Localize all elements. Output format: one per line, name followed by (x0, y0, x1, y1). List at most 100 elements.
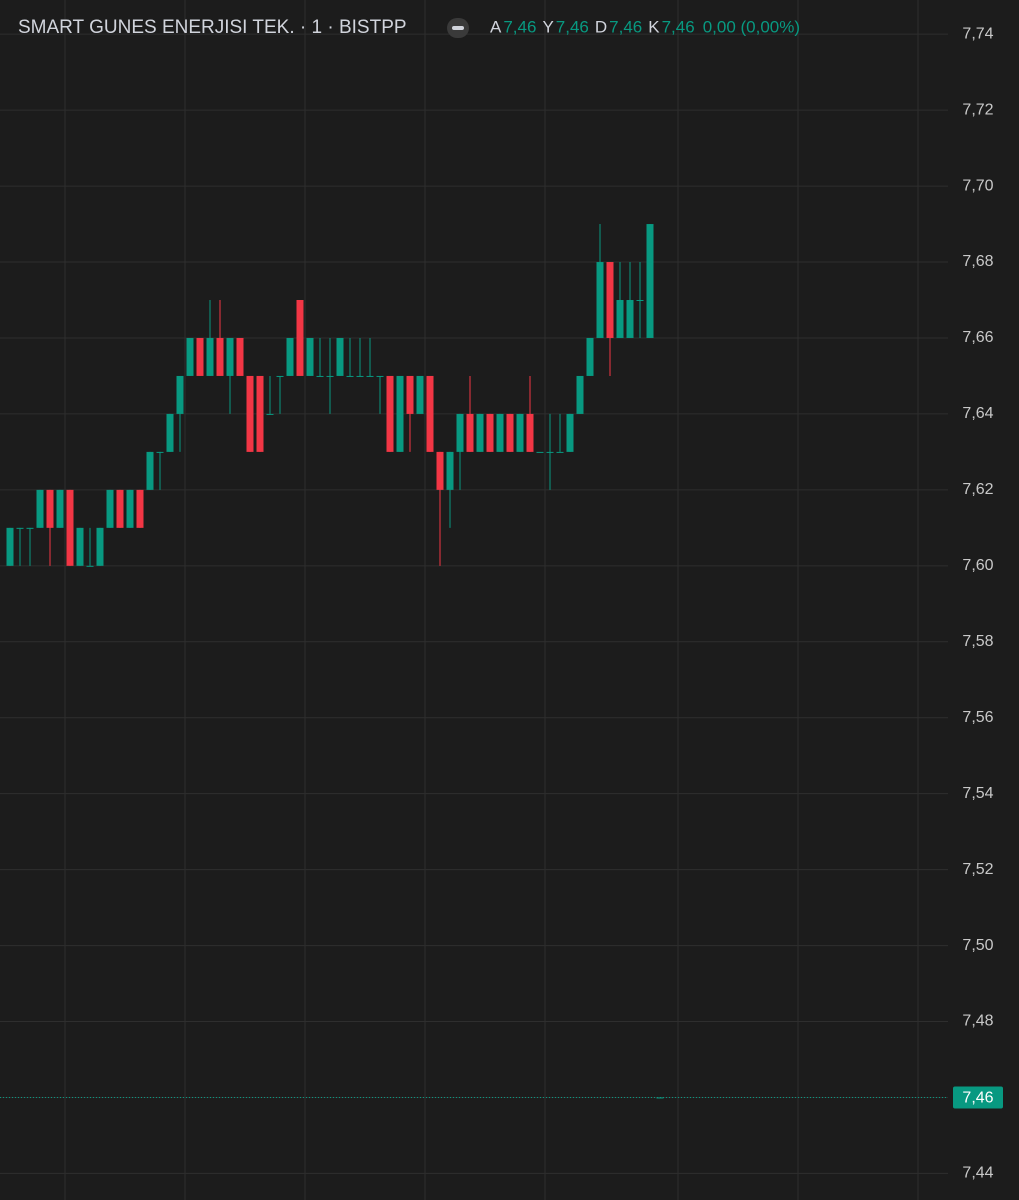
y-tick-label: 7,64 (962, 405, 993, 422)
candle-body (406, 375, 414, 414)
candle-body (136, 489, 144, 528)
y-tick-label: 7,48 (962, 1013, 993, 1030)
candle-body (106, 489, 114, 528)
candle-body (276, 375, 284, 377)
candle-body (416, 375, 424, 414)
price-axis: 7,44 7,46 7,48 7,50 7,52 7,54 7,56 7,58 7,60 7,62… (0, 25, 1003, 1182)
candle-body (326, 375, 334, 377)
candle-body (626, 300, 634, 338)
y-tick-label: 7,60 (962, 557, 993, 574)
y-tick-label: 7,66 (962, 329, 993, 346)
candle-body (466, 413, 474, 452)
chart-title: SMART GUNES ENERJISI TEK. · 1 · BISTPP (18, 17, 407, 38)
y-tick-label: 7,70 (962, 177, 993, 194)
candle-body (516, 413, 524, 452)
candle-body (566, 413, 574, 452)
y-tick-label: 7,56 (962, 709, 993, 726)
candle-body (486, 413, 494, 452)
last-price-label: 7,46 (962, 1090, 993, 1107)
candle-body (216, 337, 224, 376)
candle-body (236, 337, 244, 376)
candle-body (226, 337, 234, 376)
candle-body (396, 375, 404, 452)
y-tick-label: 7,44 (962, 1165, 993, 1182)
header: SMART GUNES ENERJISI TEK. · 1 · BISTPP A… (18, 17, 800, 38)
candle-body (476, 413, 484, 452)
y-tick-label: 7,50 (962, 937, 993, 954)
candle-body (376, 375, 384, 377)
candle-body (346, 375, 354, 377)
candle-body (646, 224, 654, 338)
ohlc-value: 7,46 (556, 17, 589, 36)
candle-body (336, 337, 344, 376)
y-tick-label: 7,74 (962, 25, 993, 42)
change-label: 0,00 (0,00%) (703, 17, 800, 36)
candle-body (526, 413, 534, 452)
candle-body (606, 262, 614, 338)
candles (6, 224, 664, 1099)
toggle-icon (452, 26, 464, 30)
candle-body (56, 489, 64, 528)
last-price-box (953, 1086, 1003, 1109)
y-tick-label: 7,68 (962, 253, 993, 270)
candle-body (426, 375, 434, 452)
candle-body (66, 489, 74, 566)
candle-body (156, 451, 164, 453)
ohlc-key: K (648, 17, 660, 36)
ohlc-value: 7,46 (503, 17, 536, 36)
ohlc-value: 7,46 (609, 17, 642, 36)
candle-body (576, 375, 584, 414)
candle-body (596, 262, 604, 338)
candle-body (46, 489, 54, 528)
candle-body (146, 451, 154, 490)
candle-body (266, 413, 274, 415)
candle-body (296, 300, 304, 376)
candle-body (456, 413, 464, 452)
candle-body (16, 527, 24, 529)
candle-body (636, 300, 644, 301)
candle-body (116, 489, 124, 528)
candle-body (6, 527, 14, 566)
candle-body (176, 375, 184, 414)
y-tick-label: 7,54 (962, 785, 993, 802)
candle-body (286, 337, 294, 376)
candle-body (36, 489, 44, 528)
candle-body (166, 413, 174, 452)
candle-body (546, 451, 554, 453)
candle-body (616, 300, 624, 338)
candle-body (366, 375, 374, 377)
candle-body (206, 337, 214, 376)
candle-body (356, 375, 364, 377)
candle-body (196, 337, 204, 376)
candle-body (186, 337, 194, 376)
ohlc-key: Y (542, 17, 553, 36)
candle-body (86, 565, 94, 567)
candle-body (26, 527, 34, 529)
ohlc-value: 7,46 (662, 17, 695, 36)
candle-body (76, 527, 84, 566)
y-tick-label: 7,62 (962, 481, 993, 498)
candle-body (506, 413, 514, 452)
ohlc-key: A (490, 17, 502, 36)
candle-body (496, 413, 504, 452)
candle-body (316, 375, 324, 377)
ohlc-key: D (595, 17, 607, 36)
candle-body (556, 451, 564, 453)
candle-body (126, 489, 134, 528)
candle-body (586, 337, 594, 376)
y-tick-label: 7,58 (962, 633, 993, 650)
candle-body (246, 375, 254, 452)
candle-body (386, 375, 394, 452)
candle-body (256, 375, 264, 452)
ohlc-legend: A 7,46 Y 7,46 D 7,46 K 7,46 0,00 (0,00%) (490, 17, 800, 36)
y-tick-label: 7,52 (962, 861, 993, 878)
candle-body (306, 337, 314, 376)
h-grid (0, 33, 948, 1174)
v-grid (64, 0, 919, 1200)
y-tick-label: 7,72 (962, 101, 993, 118)
candle-body (536, 451, 544, 453)
candle-body (436, 451, 444, 490)
